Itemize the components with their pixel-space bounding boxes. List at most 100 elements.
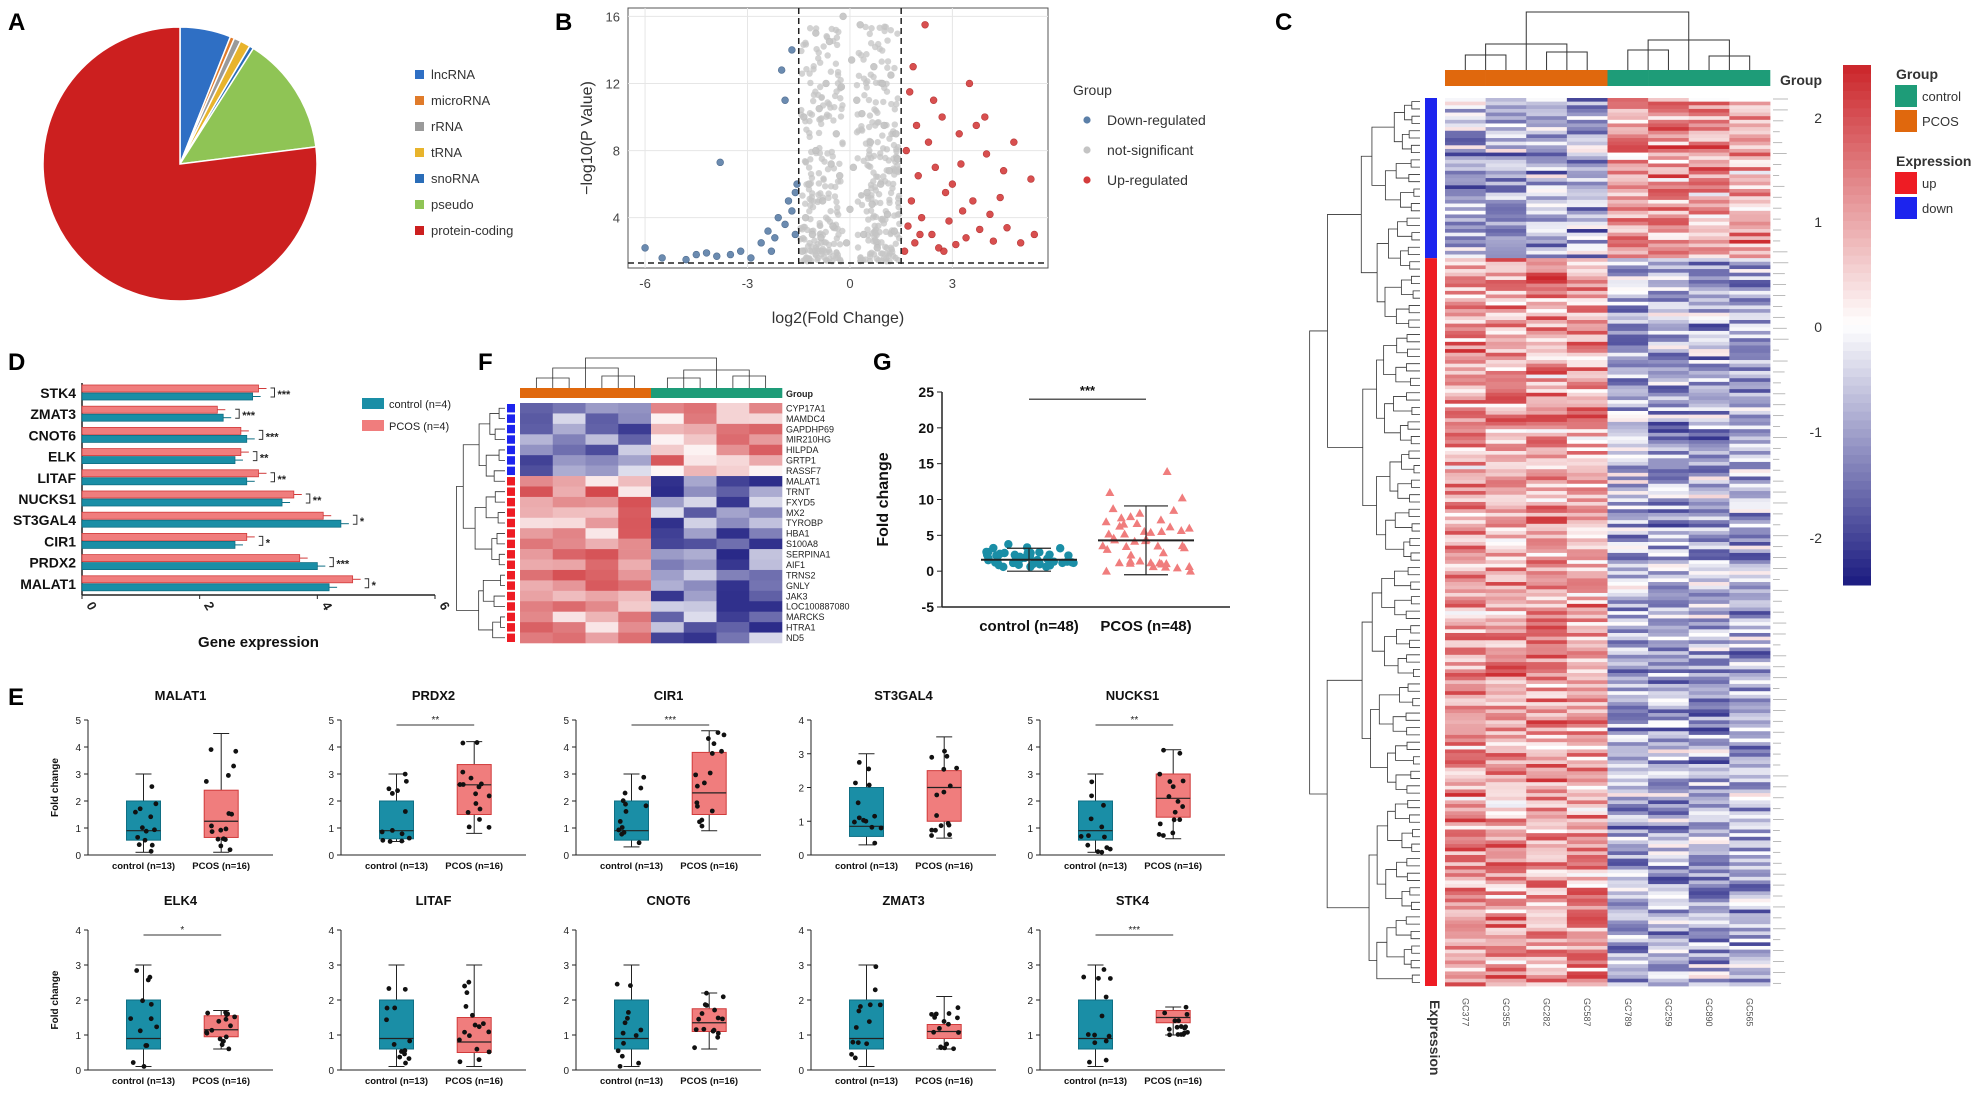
heatmap-cell (1526, 378, 1568, 383)
heatmap-cell (1445, 782, 1487, 787)
heatmap-cell (1526, 956, 1568, 961)
heatmap-cell (1445, 436, 1487, 441)
heatmap-cell (1566, 662, 1608, 667)
heatmap-cell (1729, 814, 1771, 819)
heatmap-cell (618, 601, 652, 612)
legend-swatch-control (1895, 85, 1917, 107)
heatmap-cell (1485, 229, 1527, 234)
row-dendrogram-link (1387, 810, 1402, 841)
heatmap-cell (1485, 392, 1527, 397)
heatmap-cell (1485, 156, 1527, 161)
group-bar-cell (749, 388, 783, 398)
heatmap-cell (1648, 320, 1690, 325)
heatmap-cell (618, 434, 652, 446)
heatmap-cell (1526, 167, 1568, 172)
heatmap-cell (1445, 247, 1487, 252)
heatmap-cell (1485, 942, 1527, 947)
heatmap-cell (1445, 614, 1487, 619)
row-dendrogram-link (1410, 159, 1420, 168)
gene-label: SERPINA1 (786, 550, 831, 560)
data-point (619, 1053, 625, 1059)
heatmap-cell (1566, 501, 1608, 507)
heatmap-cell (1526, 713, 1568, 718)
point-not-significant (834, 71, 842, 79)
x-category-label: control (n=13) (112, 861, 175, 872)
heatmap-cell (1648, 563, 1690, 568)
heatmap-cell (1526, 483, 1568, 488)
heatmap-cell (1688, 138, 1730, 143)
point-not-significant (817, 222, 824, 229)
heatmap-cell (1688, 902, 1730, 907)
heatmap-cell (1566, 844, 1608, 849)
gene-label: MIR210HG (786, 435, 831, 445)
heatmap-cell (1566, 447, 1608, 452)
heatmap-cell (1729, 698, 1771, 703)
heatmap-cell (1607, 465, 1649, 470)
heatmap-cell (1607, 305, 1649, 310)
point-not-significant (880, 121, 888, 130)
row-dendrogram-link (1409, 887, 1420, 896)
data-point (856, 815, 862, 821)
heatmap-cell (1729, 629, 1771, 634)
heatmap-cell (1648, 836, 1690, 841)
heatmap-cell (1648, 647, 1690, 652)
heatmap-cell (1729, 119, 1771, 124)
heatmap-cell (683, 549, 717, 560)
heatmap-cell (1688, 673, 1730, 678)
y-tick-label: 3 (328, 961, 334, 972)
heatmap-cell (1729, 174, 1771, 179)
heatmap-cell (1648, 731, 1690, 736)
row-dendrogram-link (1396, 628, 1411, 645)
heatmap-cell (683, 413, 717, 425)
heatmap-cell (1485, 567, 1527, 572)
heatmap-cell (1688, 964, 1730, 969)
heatmap-cell (1607, 476, 1649, 481)
heatmap-cell (1648, 632, 1690, 638)
heatmap-cell (1648, 298, 1690, 303)
colorbar-step (1843, 290, 1871, 300)
y-tick-label: 1 (798, 1031, 804, 1042)
heatmap-cell (1445, 560, 1487, 565)
heatmap-cell (1729, 938, 1771, 943)
data-point (1103, 994, 1109, 1000)
row-dendrogram-link (500, 616, 505, 628)
gene-label: AIF1 (786, 560, 805, 570)
heatmap-cell (1607, 443, 1649, 448)
heatmap-cell (1526, 283, 1568, 288)
y-tick-label: 5 (926, 527, 934, 543)
point-down-regulated (658, 254, 666, 262)
heatmap-cell (1445, 418, 1487, 423)
point-down-regulated (791, 188, 800, 197)
heatmap-cell (1688, 312, 1730, 317)
heatmap-cell (1648, 483, 1690, 488)
heatmap-cell (1648, 239, 1690, 244)
point-up-regulated (914, 172, 922, 180)
heatmap-cell (1566, 145, 1608, 150)
data-point (460, 740, 466, 746)
heatmap-cell (651, 517, 685, 529)
heatmap-cell (1648, 669, 1690, 674)
heatmap-cell (1445, 873, 1487, 878)
heatmap-cell (1607, 964, 1649, 969)
heatmap-cell (1729, 516, 1771, 521)
heatmap-cell (651, 476, 685, 487)
heatmap-cell (1729, 98, 1771, 103)
heatmap-cell (1688, 254, 1730, 259)
heatmap-cell (1729, 931, 1771, 936)
heatmap-cell (1526, 294, 1568, 299)
heatmap-cell (1526, 523, 1568, 528)
heatmap-cell (1648, 665, 1690, 670)
heatmap-cell (1526, 239, 1568, 244)
heatmap-cell (1648, 771, 1690, 776)
heatmap-cell (1729, 676, 1771, 681)
data-point (216, 1018, 222, 1024)
heatmap-cell (1648, 294, 1690, 299)
heatmap-cell (1607, 625, 1649, 630)
point-not-significant (863, 188, 871, 197)
heatmap-cell (1445, 764, 1487, 769)
heatmap-cell (1485, 731, 1527, 736)
row-dendrogram-link (498, 407, 505, 420)
heatmap-cell (1485, 279, 1527, 285)
group-bar-cell (1688, 70, 1730, 86)
data-point (872, 813, 878, 819)
